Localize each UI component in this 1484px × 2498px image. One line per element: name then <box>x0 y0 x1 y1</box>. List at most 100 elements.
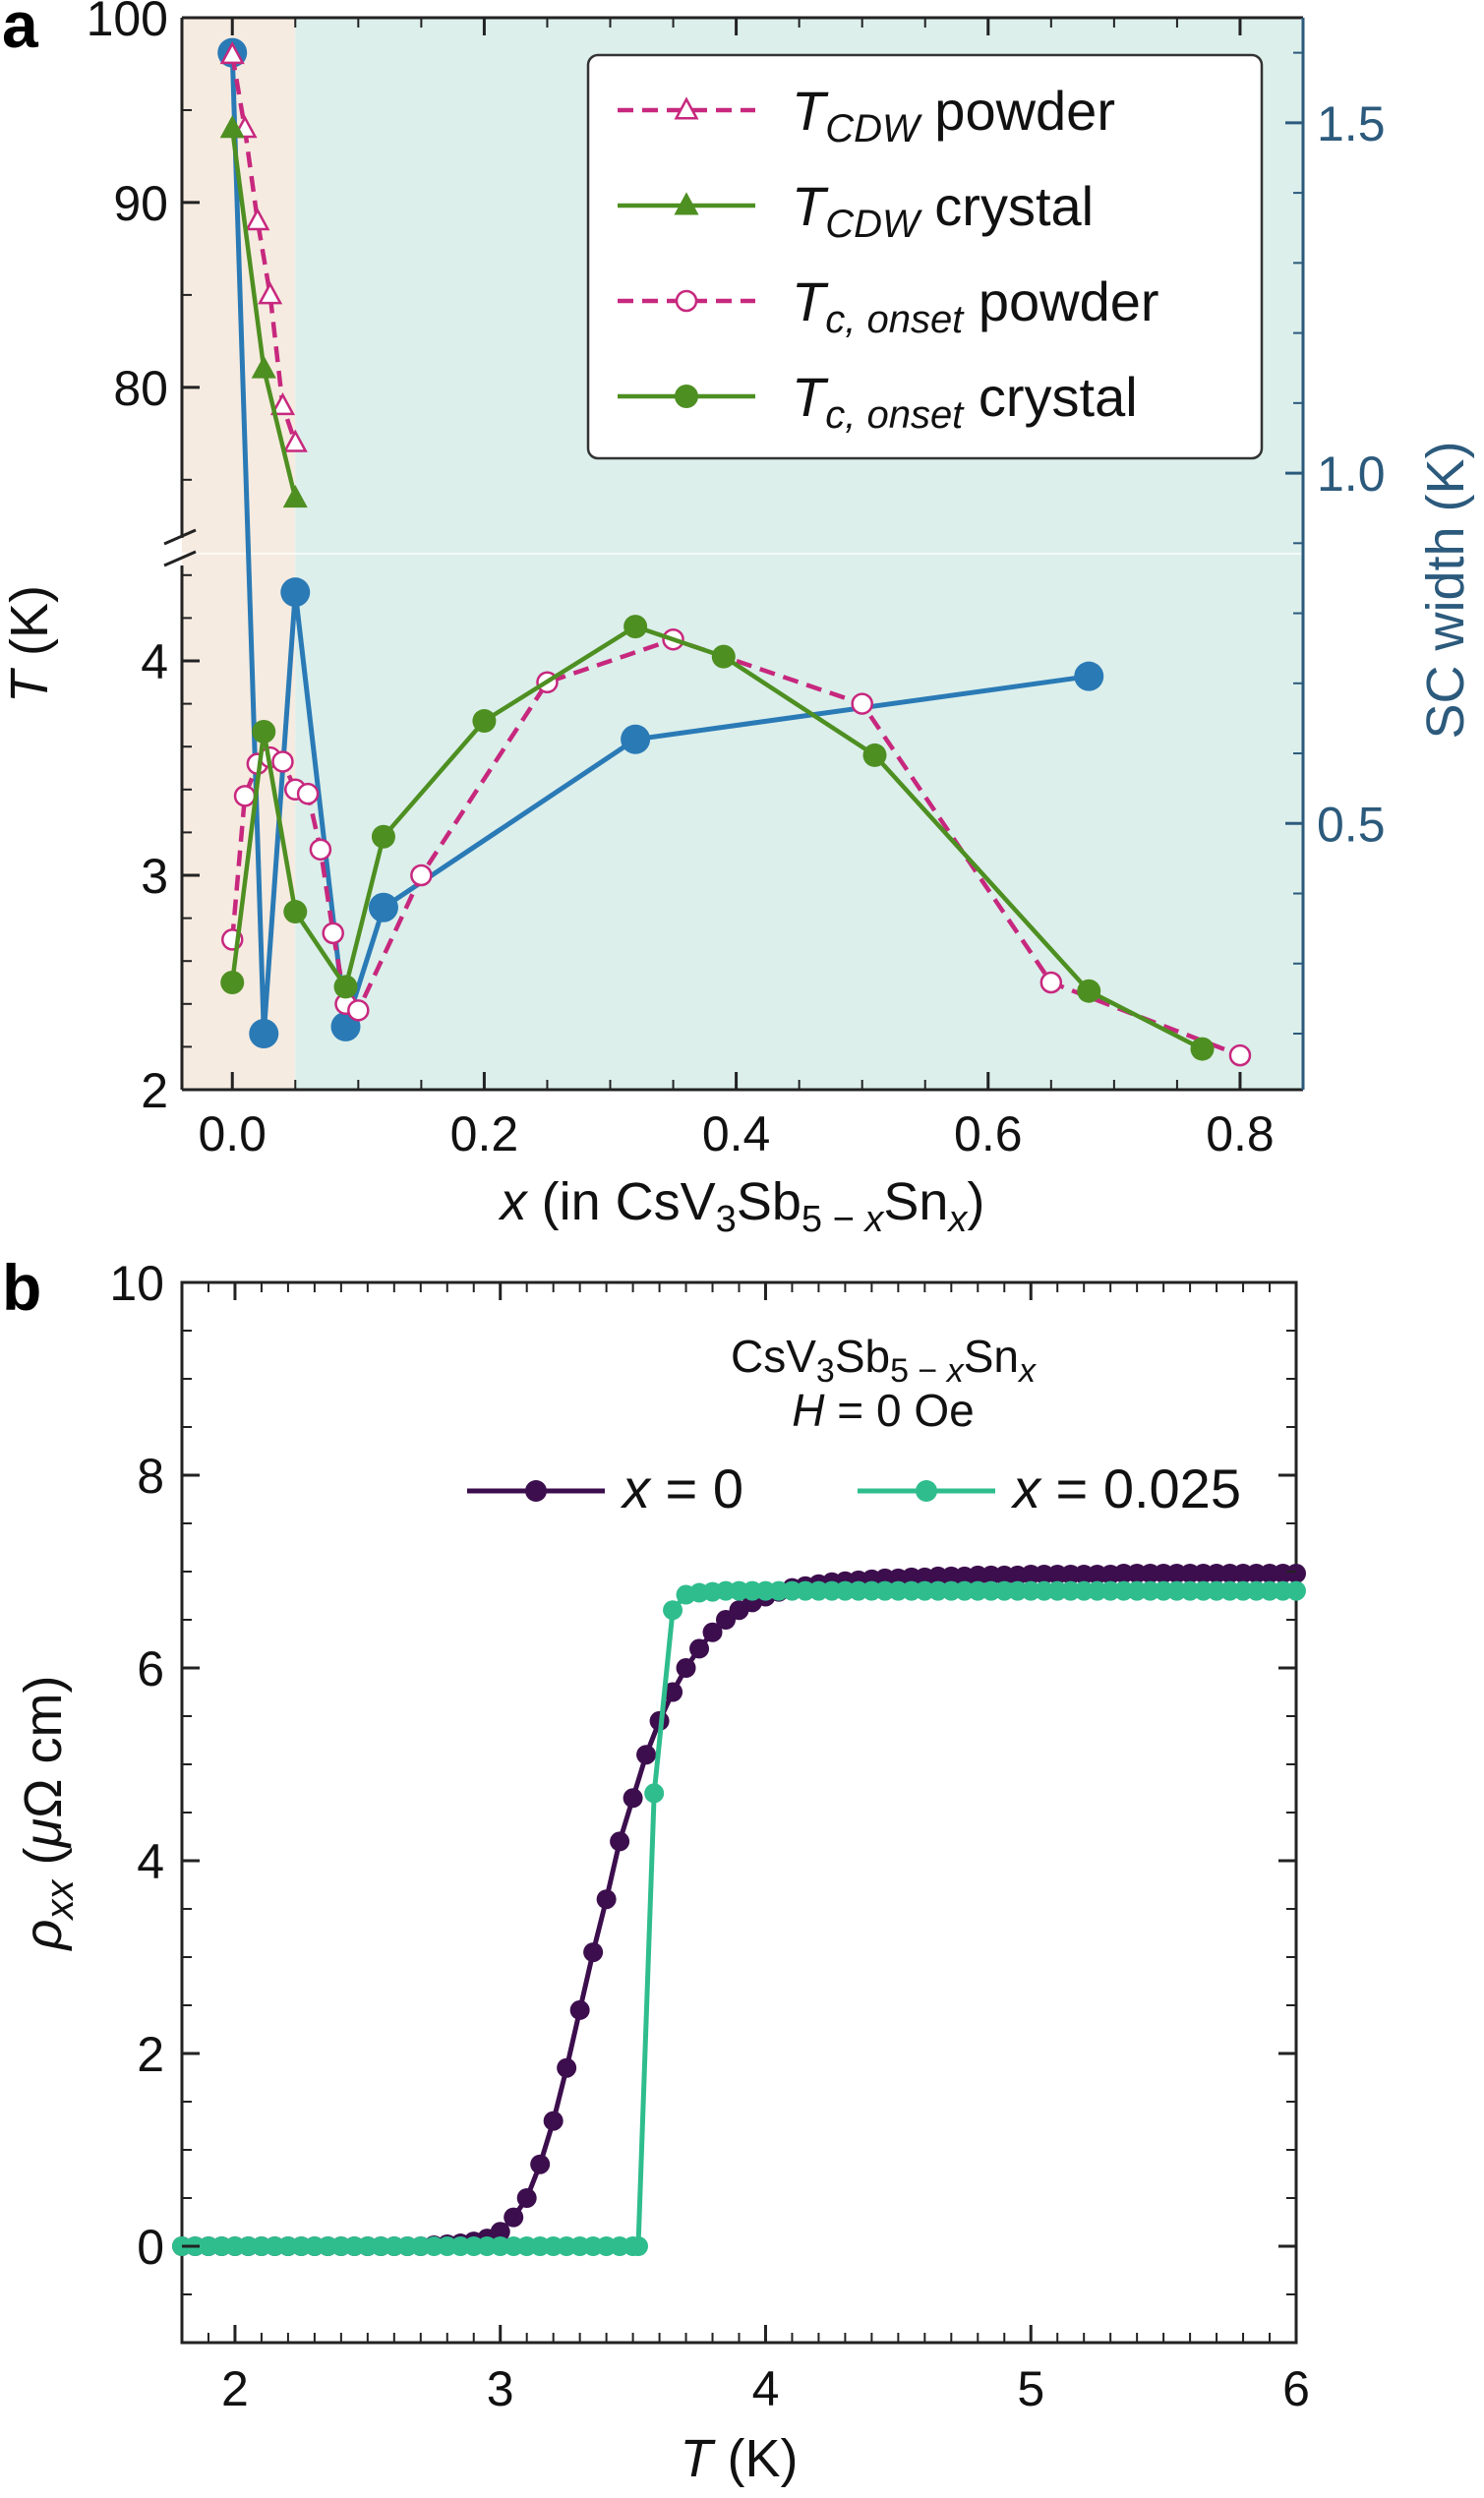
data-point-0-25 <box>504 2207 524 2228</box>
legend-label-value: = 0.025 <box>1040 1457 1241 1519</box>
data-point-3-7 <box>711 644 736 669</box>
data-point-3-5 <box>472 709 497 734</box>
data-point-1-1 <box>251 355 276 379</box>
y-axis-title-part: μ <box>14 1818 73 1850</box>
legend-label-var: x <box>620 1457 652 1519</box>
annotation-field: H = 0 Oe <box>792 1385 974 1436</box>
x-tick-label-0: 0.0 <box>198 1106 267 1161</box>
data-point-0-5 <box>282 429 308 452</box>
legend-marker-0 <box>525 1480 547 1502</box>
legend-marker-2 <box>675 289 698 313</box>
annotation-sub-var: x <box>1017 1352 1037 1390</box>
data-point-2-1 <box>233 785 257 807</box>
panel-a-label: a <box>2 0 39 61</box>
x-axis-title-sub: 5 − <box>801 1199 864 1240</box>
legend-marker-1 <box>674 192 699 215</box>
legend-label-3: Tc, onset crystal <box>792 366 1138 437</box>
y2-tick-label-1: 1.0 <box>1317 446 1386 502</box>
x-axis-title-sub-var: x <box>862 1199 885 1240</box>
x-axis-title-part: ) <box>967 1172 984 1231</box>
y-axis-title-part: Ω cm) <box>14 1676 73 1818</box>
y-axis-title-b: ρxx (μΩ cm) <box>14 1676 82 1952</box>
annotation-part: Sb <box>835 1331 890 1382</box>
x-tick-label-0: 2 <box>221 2361 249 2416</box>
y-upper-tick-label-1: 90 <box>113 176 168 231</box>
data-point-1-35 <box>627 2236 648 2256</box>
x-axis-title-part: Sb <box>737 1172 801 1231</box>
legend-label-sub: c, onset <box>825 393 965 437</box>
y-lower-tick-label-0: 2 <box>141 1063 168 1118</box>
data-point-4-1 <box>249 1019 279 1049</box>
legend-label-0: x = 0 <box>620 1457 743 1519</box>
legend-label-rest: powder <box>963 270 1158 332</box>
y-tick-label-0: 0 <box>137 2220 164 2275</box>
legend-marker-0 <box>674 96 699 120</box>
x-axis-title-var: x <box>498 1172 529 1231</box>
data-point-3-6 <box>623 615 648 639</box>
x-axis-title-sub: 3 <box>716 1199 737 1240</box>
data-point-2-10 <box>347 999 370 1022</box>
data-point-0-31 <box>583 1942 604 1963</box>
data-point-3-2 <box>283 900 308 924</box>
data-point-0-40 <box>702 1622 723 1642</box>
y-tick-label-1: 2 <box>137 2027 164 2082</box>
x-axis-title: x (in CsV3Sb5 − xSnx) <box>498 1172 985 1240</box>
data-point-4-6 <box>1074 661 1104 691</box>
data-point-0-33 <box>610 1831 630 1852</box>
x-tick-label-1: 3 <box>487 2361 514 2416</box>
annotation-part: Sn <box>964 1331 1019 1382</box>
legend-label-sub: CDW <box>825 203 922 246</box>
y-axis-title-var: ρ <box>14 1920 73 1952</box>
legend-label-main: T <box>792 80 829 142</box>
data-point-3-0 <box>220 971 245 994</box>
y-lower-tick-label-1: 3 <box>141 849 168 904</box>
panel-a-chart: 0.0 0.2 0.4 0.6 0.8 80 90 100 2 3 4 0.5 1.0 1.5 x (in … <box>0 0 1475 1240</box>
data-point-1-84 <box>1286 1580 1306 1601</box>
y-upper-tick-label-0: 80 <box>113 361 168 416</box>
data-point-3-10 <box>1190 1037 1215 1061</box>
data-point-0-32 <box>596 1889 617 1910</box>
legend-label-main: T <box>792 270 829 332</box>
data-point-0-24 <box>490 2222 510 2242</box>
y-axis-title-sub: xx <box>38 1878 82 1922</box>
data-point-0-37 <box>663 1682 683 1702</box>
data-point-2-14 <box>851 692 873 715</box>
data-point-1-2 <box>282 485 308 508</box>
y-upper-tick-label-2: 100 <box>87 0 168 46</box>
data-point-3-3 <box>333 975 358 999</box>
data-point-4-2 <box>280 577 311 608</box>
data-point-0-26 <box>516 2188 537 2208</box>
legend-label-var: x <box>1010 1457 1042 1519</box>
annotation-compound: CsV3Sb5 − xSnx <box>731 1331 1037 1390</box>
y2-axis-title: SC width (K) <box>1416 441 1475 739</box>
legend-label-main: T <box>792 366 829 428</box>
x-axis-title-sub-var: x <box>946 1199 969 1240</box>
y-axis-title-unit: (K) <box>0 585 59 671</box>
data-point-2-6 <box>296 782 320 805</box>
legend-marker-1 <box>916 1480 937 1502</box>
x-axis-title-b: T (K) <box>681 2429 799 2488</box>
legend-label-1: x = 0.025 <box>1010 1457 1241 1519</box>
x-axis-title-var: T <box>681 2429 717 2488</box>
annotation-part: = 0 Oe <box>825 1385 975 1436</box>
x-tick-label-2: 0.4 <box>702 1106 771 1161</box>
y-tick-label-2: 4 <box>137 1834 164 1889</box>
legend-label-rest: crystal <box>920 175 1094 237</box>
break-mark-1 <box>163 528 197 546</box>
data-point-1-0 <box>219 115 245 139</box>
data-point-0-27 <box>530 2154 551 2174</box>
data-point-1-37 <box>663 1600 683 1621</box>
x-tick-label-4: 6 <box>1282 2361 1310 2416</box>
data-point-2-7 <box>309 838 332 862</box>
legend-label-1: TCDW crystal <box>792 175 1094 246</box>
y-tick-label-5: 10 <box>109 1256 164 1311</box>
data-point-1-36 <box>644 1783 665 1804</box>
legend-label-sub: c, onset <box>825 298 965 341</box>
x-tick-label-3: 5 <box>1017 2361 1044 2416</box>
legend-label-sub: CDW <box>825 107 922 150</box>
annotation-sub: 5 − <box>890 1352 947 1390</box>
